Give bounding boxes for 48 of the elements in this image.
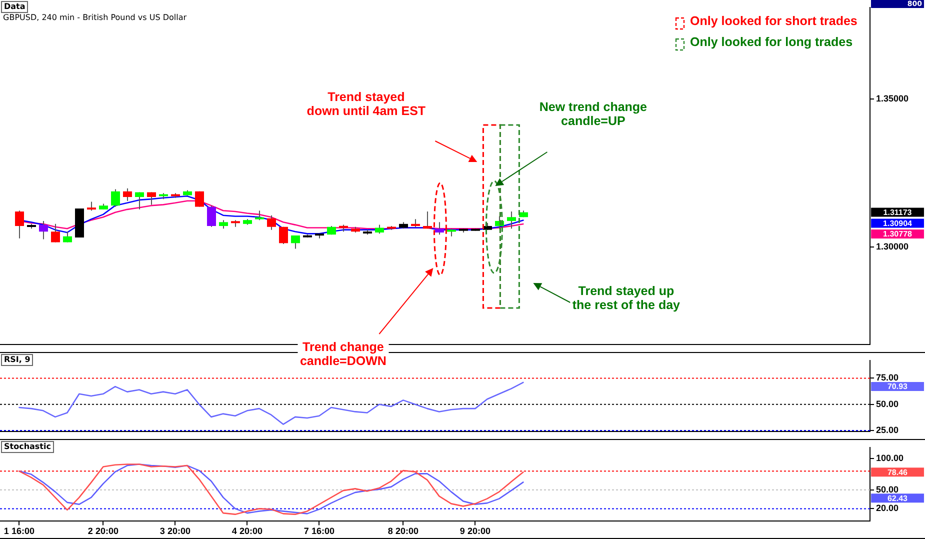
annotation: Data [1, 1, 28, 13]
candlestick [267, 214, 276, 230]
x-tick-label: 1 16:00 [4, 526, 34, 536]
text: 1.31173 [883, 208, 912, 217]
text: 70.93 [887, 382, 908, 392]
text: 78.46 [887, 468, 908, 477]
x-tick-label: 7 16:00 [304, 526, 334, 536]
y-tick-label: 50.00 [876, 398, 899, 409]
candlestick [195, 190, 204, 208]
candlestick [15, 210, 24, 239]
y-tick-label: 1.35000 [876, 94, 909, 104]
x-tick-label: 8 20:00 [388, 526, 418, 536]
text: 62.43 [887, 494, 908, 503]
text: Only looked for long trades [690, 35, 853, 49]
candlestick [291, 234, 300, 250]
text: 1.30778 [883, 230, 913, 239]
candlestick [279, 226, 288, 245]
chart-title: Stochastic [1, 441, 54, 453]
chart-title: RSI, 9 [1, 354, 34, 366]
candlestick [423, 210, 432, 230]
y-tick-label: 100.00 [876, 453, 904, 464]
annotation: Trend stayed down until 4am EST [304, 90, 428, 118]
candlestick [507, 210, 516, 230]
candlestick [135, 192, 144, 210]
x-tick-label: 9 20:00 [460, 526, 490, 536]
text: New trend change candle=UP [537, 100, 650, 128]
candlestick [147, 192, 156, 206]
candlestick [63, 231, 72, 243]
text: GBPUSD, 240 min - British Pound vs US Dollar [3, 13, 187, 22]
annotation: Trend change candle=DOWN [298, 340, 388, 368]
candlestick [255, 210, 264, 221]
text: Trend stayed up the rest of the day [570, 284, 682, 312]
y-tick-label: 50.00 [876, 484, 899, 494]
candlestick [123, 188, 132, 202]
x-tick-label: 4 20:00 [232, 526, 262, 536]
text: 1.30904 [883, 218, 913, 228]
y-tick-label: 25.00 [876, 425, 899, 436]
candlestick [111, 188, 120, 208]
candlestick [39, 220, 48, 240]
y-tick-label: 1.30000 [876, 241, 909, 252]
candlestick [435, 222, 444, 236]
text: Only looked for short trades [690, 14, 858, 28]
candlestick [207, 205, 216, 228]
y-tick-label: 75.00 [876, 372, 899, 383]
x-tick-label: 2 20:00 [88, 526, 118, 536]
y-tick-label: 20.00 [876, 503, 899, 514]
x-tick-label: 3 20:00 [160, 526, 190, 536]
candlestick [51, 223, 60, 243]
